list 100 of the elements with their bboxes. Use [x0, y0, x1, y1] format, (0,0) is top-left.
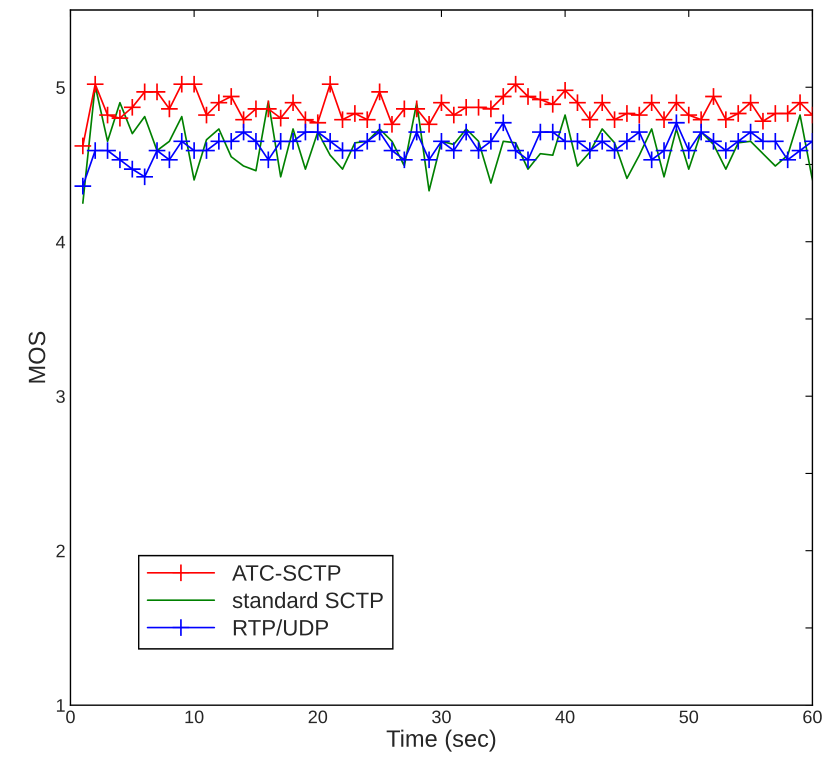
- point: [494, 114, 512, 132]
- x-tick-label: 60: [803, 710, 822, 724]
- point: [148, 141, 166, 160]
- point: [86, 74, 104, 94]
- point: [506, 141, 525, 160]
- point: [98, 141, 117, 160]
- point: [123, 98, 142, 116]
- point: [667, 114, 686, 132]
- point: [408, 100, 426, 118]
- point: [680, 106, 698, 124]
- point: [358, 110, 376, 129]
- point: [729, 132, 748, 150]
- point: [320, 74, 340, 94]
- point: [457, 122, 476, 142]
- point: [605, 110, 624, 129]
- point: [74, 176, 92, 196]
- point: [630, 106, 648, 124]
- point: [741, 94, 760, 112]
- point: [618, 132, 636, 150]
- y-tick-label: 5: [56, 81, 65, 94]
- point: [160, 100, 179, 118]
- point: [580, 110, 599, 129]
- point: [469, 141, 488, 160]
- point: [246, 132, 266, 150]
- point: [766, 132, 784, 150]
- y-tick-label: 3: [56, 390, 65, 403]
- point: [382, 141, 402, 160]
- point: [716, 141, 736, 160]
- point: [234, 122, 253, 142]
- point: [432, 132, 451, 150]
- point: [494, 87, 512, 106]
- point: [531, 90, 550, 109]
- point: [754, 112, 772, 130]
- point: [593, 132, 612, 150]
- point: [518, 87, 538, 106]
- point: [370, 122, 389, 142]
- point: [184, 74, 204, 94]
- x-tick-label: 0: [66, 710, 75, 724]
- point: [482, 132, 500, 150]
- point: [778, 150, 797, 170]
- point: [544, 122, 562, 142]
- point: [135, 168, 154, 186]
- point: [432, 94, 451, 112]
- point: [420, 115, 438, 134]
- point: [222, 132, 240, 150]
- x-axis-title: Time (sec): [386, 730, 496, 752]
- point: [98, 106, 117, 124]
- point: [741, 122, 760, 142]
- point: [222, 87, 240, 106]
- point: [716, 110, 736, 129]
- legend-label: ATC-SCTP: [232, 565, 340, 581]
- point: [444, 106, 463, 124]
- point: [259, 100, 278, 118]
- point: [518, 150, 538, 170]
- point: [580, 141, 599, 160]
- point: [544, 95, 562, 114]
- point: [382, 115, 402, 134]
- point: [333, 110, 352, 129]
- y-axis-title: MOS: [28, 332, 46, 383]
- point: [346, 141, 364, 160]
- point: [110, 150, 130, 170]
- point: [197, 106, 216, 124]
- point: [790, 94, 810, 112]
- point: [148, 82, 166, 102]
- point: [692, 122, 710, 142]
- point: [680, 141, 698, 160]
- point: [370, 82, 389, 102]
- point: [444, 141, 463, 160]
- point: [74, 136, 92, 156]
- point: [568, 132, 587, 150]
- point: [308, 122, 327, 142]
- y-tick-label: 2: [56, 544, 65, 558]
- point: [395, 150, 414, 170]
- point: [605, 141, 624, 160]
- point: [654, 110, 674, 129]
- point: [667, 94, 686, 112]
- point: [160, 150, 179, 170]
- point: [284, 94, 302, 112]
- point: [358, 132, 376, 150]
- point: [272, 108, 290, 128]
- point: [618, 104, 636, 123]
- y-tick-label: 1: [56, 699, 65, 712]
- point: [729, 104, 748, 123]
- point: [482, 100, 500, 118]
- x-tick-label: 50: [679, 710, 698, 724]
- legend-label: RTP/UDP: [234, 619, 328, 636]
- point: [123, 160, 142, 178]
- point: [642, 150, 661, 170]
- x-tick-label: 30: [432, 710, 451, 724]
- point: [704, 132, 723, 150]
- point: [704, 87, 723, 106]
- point: [172, 132, 191, 150]
- point: [469, 98, 488, 116]
- point: [346, 104, 364, 123]
- legend-label: standard SCTP: [232, 592, 383, 608]
- point: [284, 132, 302, 150]
- point: [259, 150, 278, 170]
- point: [408, 122, 426, 142]
- point: [778, 104, 797, 123]
- point: [790, 141, 810, 160]
